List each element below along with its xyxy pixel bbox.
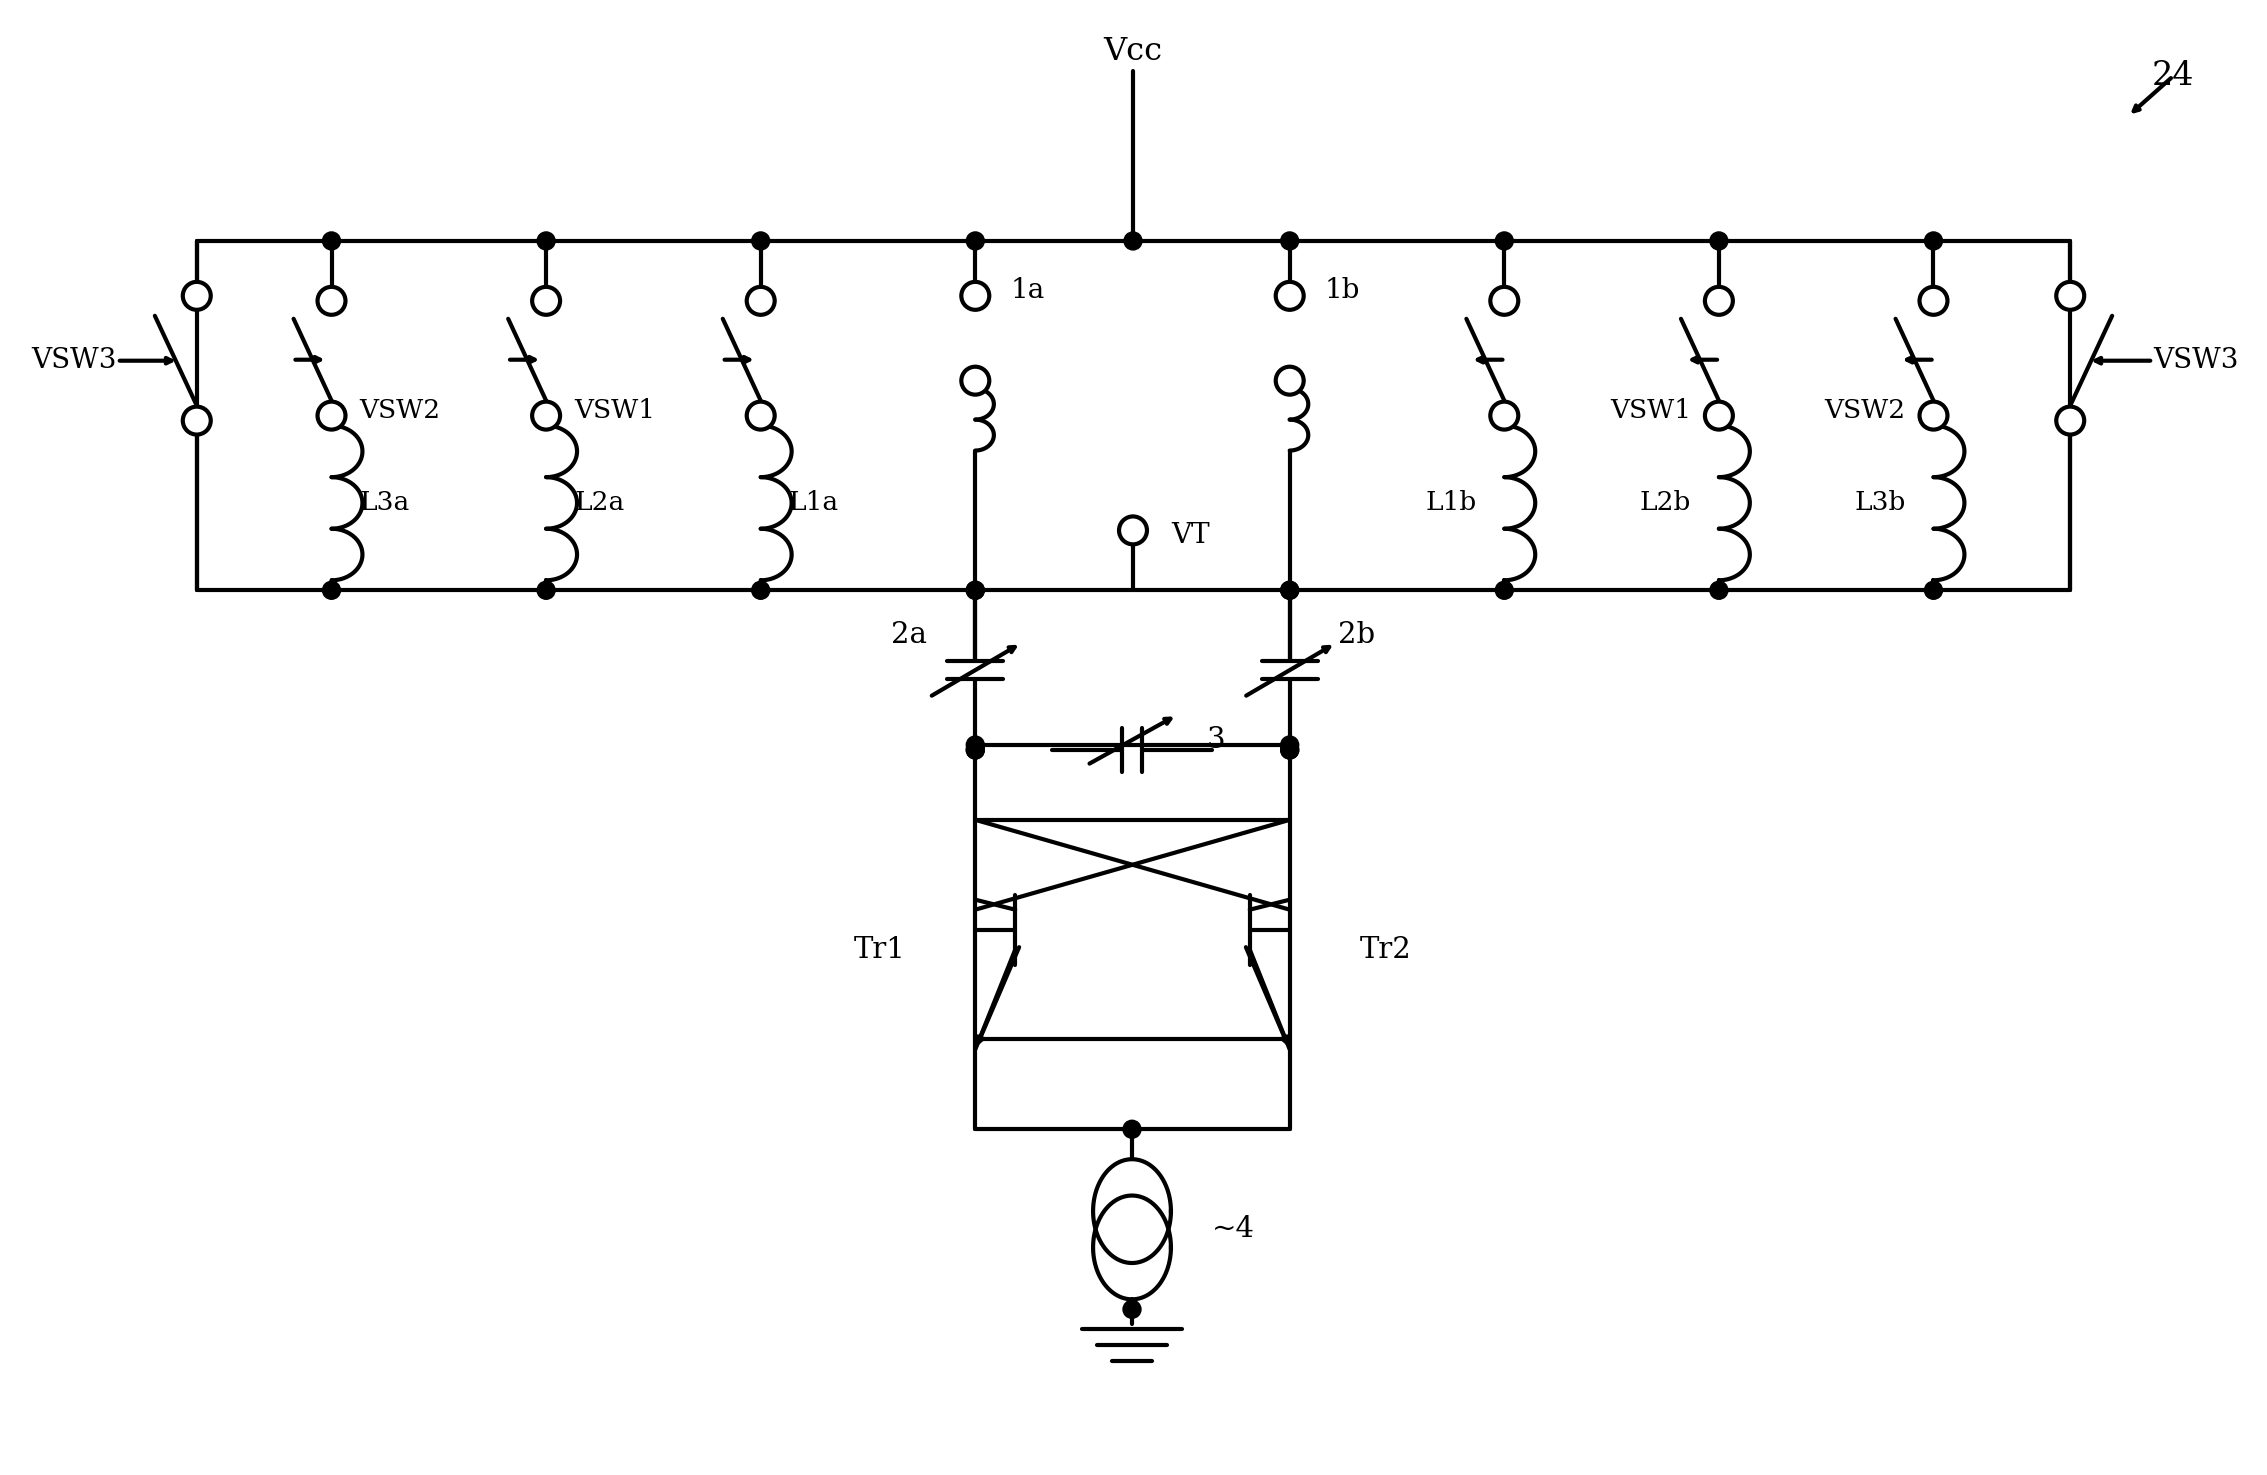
Circle shape <box>966 581 984 599</box>
Circle shape <box>537 232 555 249</box>
Circle shape <box>966 232 984 249</box>
Circle shape <box>1920 401 1947 429</box>
Circle shape <box>1120 516 1147 544</box>
Circle shape <box>753 581 771 599</box>
Circle shape <box>966 740 984 760</box>
Circle shape <box>1281 736 1299 754</box>
Text: 2a: 2a <box>891 621 927 649</box>
Text: 2b: 2b <box>1338 621 1374 649</box>
Circle shape <box>746 401 775 429</box>
Circle shape <box>1489 286 1519 314</box>
Circle shape <box>2056 407 2083 435</box>
Circle shape <box>317 401 345 429</box>
Circle shape <box>1705 286 1732 314</box>
Text: L1a: L1a <box>789 490 839 515</box>
Circle shape <box>1281 581 1299 599</box>
Circle shape <box>184 407 211 435</box>
Circle shape <box>966 736 984 754</box>
Text: VSW2: VSW2 <box>360 398 440 423</box>
Text: 24: 24 <box>2151 60 2194 93</box>
Text: VSW1: VSW1 <box>1610 398 1691 423</box>
Circle shape <box>966 581 984 599</box>
Text: 1b: 1b <box>1324 277 1360 304</box>
Circle shape <box>1920 286 1947 314</box>
Text: 1a: 1a <box>1011 277 1045 304</box>
Text: L3b: L3b <box>1854 490 1907 515</box>
Circle shape <box>537 581 555 599</box>
Circle shape <box>1281 232 1299 249</box>
Text: Tr1: Tr1 <box>855 935 905 963</box>
Circle shape <box>753 232 771 249</box>
Text: L2a: L2a <box>574 490 623 515</box>
Text: Vcc: Vcc <box>1104 35 1163 66</box>
Circle shape <box>1281 581 1299 599</box>
Text: 3: 3 <box>1206 726 1226 754</box>
Circle shape <box>961 282 988 310</box>
Text: L1b: L1b <box>1426 490 1476 515</box>
Text: L3a: L3a <box>360 490 410 515</box>
Circle shape <box>1709 581 1727 599</box>
Circle shape <box>966 740 984 760</box>
Circle shape <box>1925 581 1943 599</box>
Circle shape <box>317 286 345 314</box>
Circle shape <box>1496 232 1514 249</box>
Circle shape <box>961 367 988 395</box>
Text: ~4: ~4 <box>1213 1215 1256 1243</box>
Text: L2b: L2b <box>1639 490 1691 515</box>
Circle shape <box>1122 1301 1140 1319</box>
Circle shape <box>2056 282 2083 310</box>
Circle shape <box>1276 282 1304 310</box>
Text: VSW3: VSW3 <box>32 347 118 375</box>
Circle shape <box>533 286 560 314</box>
Circle shape <box>533 401 560 429</box>
Text: VSW2: VSW2 <box>1825 398 1907 423</box>
Text: VSW3: VSW3 <box>2154 347 2238 375</box>
Circle shape <box>1925 232 1943 249</box>
Circle shape <box>1122 1121 1140 1139</box>
Circle shape <box>322 581 340 599</box>
Circle shape <box>1276 367 1304 395</box>
Circle shape <box>1489 401 1519 429</box>
Text: VT: VT <box>1172 522 1211 549</box>
Circle shape <box>1705 401 1732 429</box>
Circle shape <box>1281 740 1299 760</box>
Text: Tr2: Tr2 <box>1360 935 1412 963</box>
Circle shape <box>1124 232 1143 249</box>
Circle shape <box>184 282 211 310</box>
Circle shape <box>1281 740 1299 760</box>
Circle shape <box>322 232 340 249</box>
Circle shape <box>1496 581 1514 599</box>
Text: VSW1: VSW1 <box>574 398 655 423</box>
Circle shape <box>1709 232 1727 249</box>
Circle shape <box>746 286 775 314</box>
